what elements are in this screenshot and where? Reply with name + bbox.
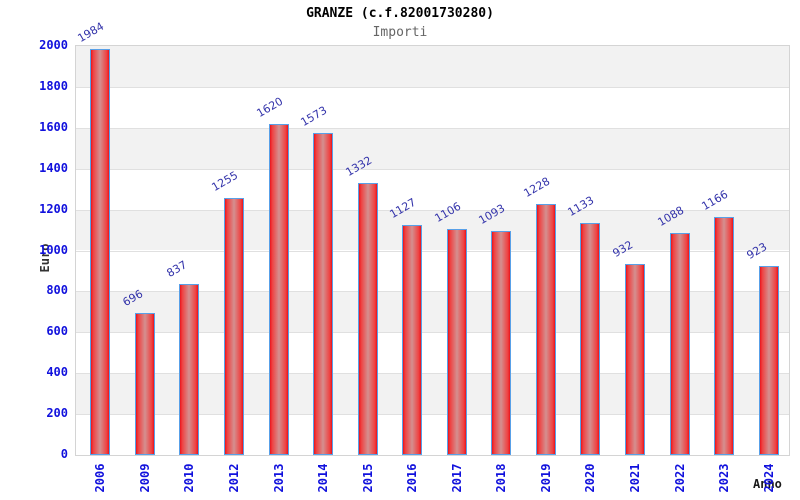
x-tick-label: 2024 [761,463,776,493]
gridline [76,209,789,211]
gridline [76,373,789,375]
y-tick-label: 0 [60,447,68,461]
bar-2017 [446,228,467,455]
bar-2014 [313,133,334,455]
gridline [76,414,789,416]
x-tick-label: 2012 [226,463,241,493]
bar-2022 [669,232,690,455]
y-tick-label: 600 [46,324,68,339]
y-tick-label: 1400 [39,160,68,175]
gridline [76,291,789,293]
gridline [76,168,789,170]
x-tick-label: 2019 [538,463,553,493]
bar-2013 [268,123,289,455]
plot-band [76,127,789,169]
y-tick-label: 1800 [39,78,68,93]
bar-2012 [223,198,244,455]
bar-2010 [179,283,200,455]
bar-2006 [90,49,111,455]
y-tick-label: 1600 [39,119,68,134]
gridline [76,332,789,334]
plot-band [76,86,789,128]
plot-band [76,46,789,87]
bar-2021 [625,264,646,455]
gridline [76,127,789,129]
y-tick-label: 1200 [39,201,68,216]
gridline [76,250,789,252]
bar-2019 [535,203,556,455]
x-tick-label: 2013 [271,463,286,493]
y-tick-label: 800 [46,283,68,298]
x-tick-label: 2009 [137,463,152,493]
x-tick-label: 2022 [672,463,687,493]
x-tick-label: 2023 [717,463,732,493]
chart-subtitle: Importi [372,25,428,40]
gridline [76,86,789,88]
x-tick-label: 2014 [316,463,331,493]
x-tick-label: 2015 [360,463,375,493]
chart-title: GRANZE (c.f.82001730280) [306,6,494,21]
plot-area: 1984 696 837 1255 1620 1573 1332 1127 1106 1093 12… [75,20,790,456]
bar-2018 [491,231,512,455]
x-tick-label: 2021 [628,463,643,493]
bar-2024 [758,266,779,455]
y-tick-label: 1000 [39,242,68,257]
y-tick-label: 200 [46,406,68,421]
x-tick-label: 2010 [182,463,197,493]
y-tick-label: 2000 [39,38,68,52]
bar-2023 [714,216,735,455]
y-tick-label: 400 [46,365,68,380]
x-tick-label: 2018 [494,463,509,493]
x-tick-label: 2020 [583,463,598,493]
bar-2020 [580,223,601,455]
bar-2015 [357,182,378,455]
bar-2009 [134,312,155,455]
x-tick-label: 2017 [449,463,464,493]
bar-value-label: 1984 [75,20,107,46]
x-tick-label: 2016 [405,463,420,493]
plot-band [76,168,789,210]
x-tick-label: 2006 [93,463,108,493]
bar-2016 [402,224,423,455]
x-axis-title: Anno [753,477,782,491]
